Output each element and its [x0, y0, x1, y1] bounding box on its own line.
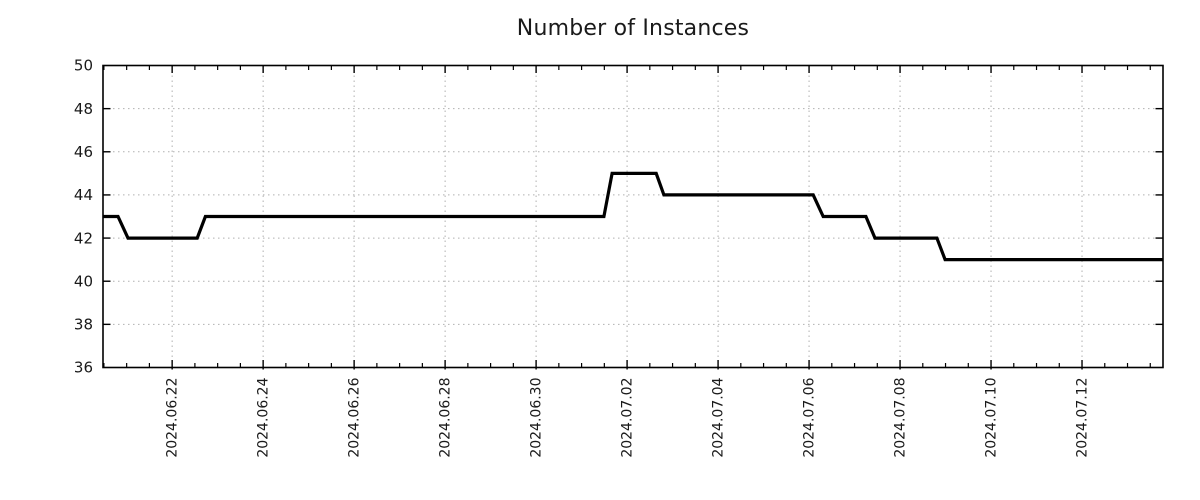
- x-tick-label: 2024.07.06: [802, 377, 818, 457]
- y-tick-label: 48: [74, 100, 93, 118]
- x-tick-label: 2024.06.30: [529, 378, 545, 458]
- x-tick-label: 2024.06.24: [256, 377, 272, 457]
- chart-title: Number of Instances: [516, 16, 750, 41]
- x-tick-label: 2024.07.04: [711, 377, 727, 457]
- x-tick-label: 2024.07.02: [620, 378, 636, 458]
- y-tick-label: 50: [74, 57, 93, 75]
- y-tick-label: 42: [74, 229, 93, 247]
- y-tick-label: 40: [74, 272, 93, 290]
- x-tick-label: 2024.07.08: [893, 378, 909, 458]
- y-tick-label: 38: [74, 316, 93, 334]
- x-tick-label: 2024.06.28: [438, 378, 454, 458]
- y-tick-label: 44: [74, 186, 93, 204]
- y-tick-label: 46: [74, 143, 93, 161]
- x-tick-label: 2024.06.22: [165, 378, 181, 458]
- data-line: [103, 171, 1163, 262]
- x-tick-label: 2024.07.12: [1075, 378, 1091, 458]
- x-tick-label: 2024.07.10: [984, 378, 1000, 458]
- x-tick-label: 2024.06.26: [347, 377, 363, 457]
- y-tick-label: 36: [74, 359, 93, 377]
